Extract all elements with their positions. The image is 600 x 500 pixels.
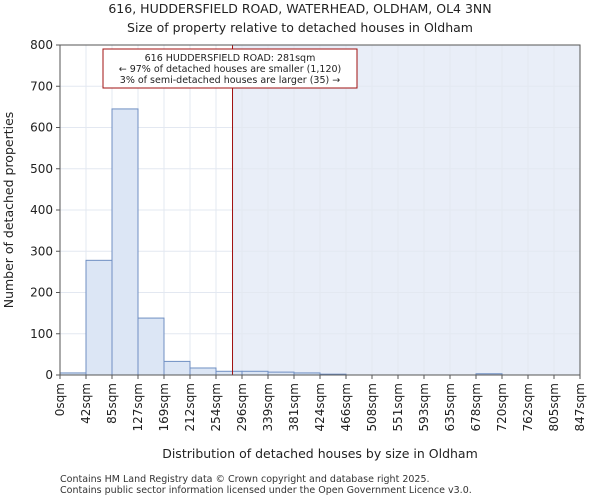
- y-tick-label-3: 300: [30, 244, 53, 258]
- x-tick-label-18: 762sqm: [521, 383, 535, 431]
- y-tick-label-1: 100: [30, 327, 53, 341]
- y-axis-label: Number of detached properties: [1, 112, 16, 309]
- y-tick-label-4: 400: [30, 203, 53, 217]
- bar-296sqm: [241, 370, 269, 376]
- annotation-line-2: ← 97% of detached houses are smaller (1,…: [119, 64, 342, 75]
- y-tick-label-0: 0: [45, 368, 53, 382]
- x-tick-label-9: 381sqm: [287, 383, 301, 431]
- bar-127sqm: [137, 317, 165, 376]
- x-tick-label-13: 551sqm: [391, 383, 405, 431]
- x-tick-label-20: 847sqm: [573, 383, 587, 431]
- x-tick-label-7: 296sqm: [235, 383, 249, 431]
- bar-85sqm: [111, 108, 139, 376]
- footer-line-2: Contains public sector information licen…: [60, 485, 472, 496]
- x-tick-label-12: 508sqm: [365, 383, 379, 431]
- x-tick-label-17: 720sqm: [495, 383, 509, 431]
- x-tick-label-3: 127sqm: [131, 383, 145, 431]
- x-tick-label-14: 593sqm: [417, 383, 431, 431]
- bar-42sqm: [85, 259, 113, 376]
- annotation-line-3: 3% of semi-detached houses are larger (3…: [120, 75, 340, 86]
- chart-title: 616, HUDDERSFIELD ROAD, WATERHEAD, OLDHA…: [108, 1, 491, 16]
- x-tick-label-1: 42sqm: [79, 383, 93, 424]
- x-tick-label-5: 212sqm: [183, 383, 197, 431]
- annotation-box: 616 HUDDERSFIELD ROAD: 281sqm ← 97% of d…: [102, 48, 358, 89]
- footer-line-1: Contains HM Land Registry data © Crown c…: [60, 474, 430, 485]
- annotation-line-1: 616 HUDDERSFIELD ROAD: 281sqm: [145, 53, 316, 64]
- y-tick-label-6: 600: [30, 121, 53, 135]
- x-tick-label-16: 678sqm: [469, 383, 483, 431]
- y-tick-label-8: 800: [30, 38, 53, 52]
- x-tick-label-0: 0sqm: [53, 383, 67, 416]
- y-tick-label-5: 500: [30, 162, 53, 176]
- bar-212sqm: [189, 367, 217, 376]
- x-tick-label-8: 339sqm: [261, 383, 275, 431]
- x-tick-label-15: 635sqm: [443, 383, 457, 431]
- bar-254sqm: [215, 370, 243, 376]
- x-tick-label-11: 466sqm: [339, 383, 353, 431]
- y-tick-label-2: 200: [30, 286, 53, 300]
- annotation-frame: [102, 48, 358, 89]
- y-tick-label-7: 700: [30, 79, 53, 93]
- x-tick-label-2: 85sqm: [105, 383, 119, 424]
- x-tick-label-10: 424sqm: [313, 383, 327, 431]
- bar-169sqm: [163, 360, 191, 376]
- x-tick-label-4: 169sqm: [157, 383, 171, 431]
- x-tick-label-19: 805sqm: [547, 383, 561, 431]
- x-axis-label: Distribution of detached houses by size …: [162, 446, 478, 461]
- chart-subtitle: Size of property relative to detached ho…: [127, 20, 473, 35]
- x-tick-label-6: 254sqm: [209, 383, 223, 431]
